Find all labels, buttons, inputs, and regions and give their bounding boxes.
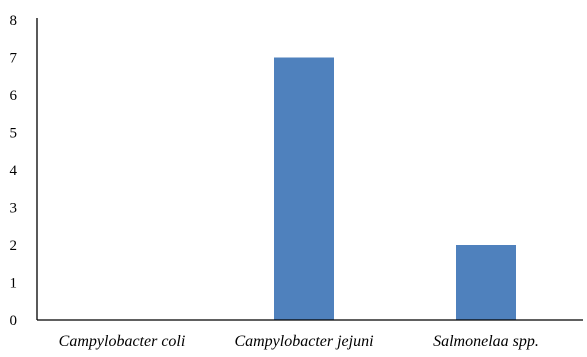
x-tick-label-salmonelaa-spp: Salmonelaa spp. — [433, 333, 539, 350]
y-tick-label-7: 7 — [10, 51, 18, 67]
y-tick-label-0: 0 — [10, 313, 18, 329]
y-tick-label-2: 2 — [10, 238, 18, 254]
y-axis-ticks: 0 1 2 3 4 5 6 7 8 — [10, 13, 18, 329]
x-tick-label-campylobacter-jejuni: Campylobacter jejuni — [234, 333, 373, 350]
y-tick-label-6: 6 — [10, 88, 18, 104]
y-tick-label-8: 8 — [10, 13, 18, 29]
bar-campylobacter-jejuni — [274, 57, 334, 320]
x-tick-label-campylobacter-coli: Campylobacter coli — [59, 333, 186, 350]
y-tick-label-3: 3 — [10, 201, 18, 217]
y-tick-label-5: 5 — [10, 126, 18, 142]
bar-salmonelaa-spp — [456, 245, 516, 320]
x-axis-labels: Campylobacter coli Campylobacter jejuni Sa… — [59, 333, 539, 350]
y-tick-label-4: 4 — [10, 163, 18, 179]
y-tick-label-1: 1 — [10, 276, 18, 292]
bars-group — [274, 57, 516, 320]
